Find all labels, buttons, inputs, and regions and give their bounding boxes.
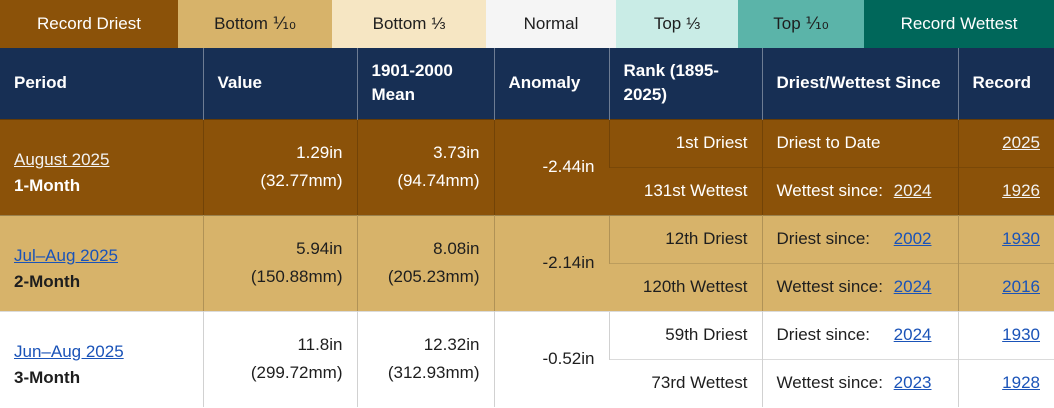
legend-record-wettest: Record Wettest [864,0,1054,48]
period-link[interactable]: Jun–Aug 2025 [14,342,124,362]
wettest-rank: 73rd Wettest [609,358,762,407]
legend-normal: Normal [486,0,616,48]
precipitation-ranking-table: Period Value 1901-2000 Mean Anomaly Rank… [0,48,1054,407]
mean-mm: (94.74mm) [397,171,480,190]
period-name: 2-Month [14,272,81,291]
anomaly-cell: -2.14in [493,214,609,311]
record-year-link[interactable]: 1930 [1002,325,1040,344]
header-rank: Rank (1895-2025) [608,48,762,119]
table-header-row: Period Value 1901-2000 Mean Anomaly Rank… [0,48,1054,119]
since-label: Wettest since: [776,277,883,296]
record-year-link[interactable]: 1926 [1002,181,1040,200]
since-label: Driest to Date [776,133,881,152]
table-row: August 2025 1-Month 1.29in (32.77mm) 3.7… [0,118,1054,215]
table-row: 73rd Wettest Wettest since: 2023 1928 [0,358,1054,407]
value-mm: (150.88mm) [250,267,343,286]
mean-mm: (312.93mm) [387,363,480,383]
wettest-since: Wettest since: 2023 [761,358,958,407]
record-cell: 2025 [957,118,1054,167]
mean-mm: (205.23mm) [387,267,480,286]
value-cell: 1.29in (32.77mm) [202,118,357,215]
mean-cell: 12.32in (312.93mm) [356,310,494,407]
driest-rank: 59th Driest [608,310,762,359]
record-year-link[interactable]: 1930 [1002,229,1040,248]
period-name: 3-Month [14,368,81,388]
header-period: Period [0,48,203,119]
period-name: 1-Month [14,176,81,195]
since-year-link[interactable]: 2024 [893,277,932,296]
period-link[interactable]: Jul–Aug 2025 [14,246,118,265]
record-year-link[interactable]: 2025 [1002,133,1040,152]
since-label: Wettest since: [776,373,883,393]
wettest-rank: 120th Wettest [609,262,762,311]
record-year-link[interactable]: 2016 [1002,277,1040,296]
mean-inches: 3.73in [433,143,480,162]
legend-record-driest: Record Driest [0,0,178,48]
legend-top-tenth: Top ⅒ [738,0,864,48]
value-inches: 1.29in [296,143,343,162]
table-row: Jul–Aug 2025 2-Month 5.94in (150.88mm) 8… [0,214,1054,311]
legend-bottom-tenth: Bottom ⅒ [178,0,332,48]
anomaly-value: -0.52in [542,349,595,369]
driest-since: Driest to Date [761,118,958,167]
since-label: Wettest since: [776,181,883,200]
mean-cell: 3.73in (94.74mm) [356,118,494,215]
since-label: Driest since: [776,325,871,344]
period-link[interactable]: August 2025 [14,150,110,169]
since-year-link[interactable]: 2002 [893,229,932,248]
anomaly-value: -2.44in [542,157,595,176]
legend-bottom-third: Bottom ⅓ [332,0,486,48]
since-year-link[interactable]: 2024 [893,181,932,200]
period-cell: Jun–Aug 2025 3-Month [0,310,203,407]
driest-rank: 1st Driest [608,118,762,167]
mean-inches: 12.32in [423,335,480,355]
wettest-since: Wettest since: 2024 [761,166,958,215]
since-year-link[interactable]: 2024 [893,325,932,344]
record-cell: 1930 [957,214,1054,263]
driest-since: Driest since: 2002 [761,214,958,263]
header-anomaly: Anomaly [493,48,609,119]
driest-rank: 12th Driest [608,214,762,263]
wettest-rank: 131st Wettest [609,166,762,215]
period-cell: Jul–Aug 2025 2-Month [0,214,203,311]
value-cell: 5.94in (150.88mm) [202,214,357,311]
table-row: 131st Wettest Wettest since: 2024 1926 [0,166,1054,215]
value-mm: (32.77mm) [260,171,343,190]
record-year-link[interactable]: 1928 [1002,373,1040,393]
record-cell: 1926 [957,166,1054,215]
header-since: Driest/Wettest Since [761,48,958,119]
record-cell: 1928 [957,358,1054,407]
value-inches: 11.8in [297,335,343,355]
wettest-since: Wettest since: 2024 [761,262,958,311]
header-record: Record [957,48,1054,119]
value-inches: 5.94in [296,239,343,258]
record-cell: 2016 [957,262,1054,311]
driest-since: Driest since: 2024 [761,310,958,359]
since-label: Driest since: [776,229,871,248]
value-cell: 11.8in (299.72mm) [202,310,357,407]
anomaly-cell: -2.44in [493,118,609,215]
mean-cell: 8.08in (205.23mm) [356,214,494,311]
table-row: Jun–Aug 2025 3-Month 11.8in (299.72mm) 1… [0,310,1054,407]
period-cell: August 2025 1-Month [0,118,203,215]
legend-top-third: Top ⅓ [616,0,738,48]
table-row: 120th Wettest Wettest since: 2024 2016 [0,262,1054,311]
header-mean: 1901-2000 Mean [356,48,494,119]
mean-inches: 8.08in [433,239,480,258]
color-legend: Record Driest Bottom ⅒ Bottom ⅓ Normal T… [0,0,1054,48]
header-value: Value [202,48,357,119]
since-year-link[interactable]: 2023 [893,373,932,393]
record-cell: 1930 [957,310,1054,359]
anomaly-value: -2.14in [542,253,595,272]
anomaly-cell: -0.52in [493,310,609,407]
value-mm: (299.72mm) [250,363,343,383]
